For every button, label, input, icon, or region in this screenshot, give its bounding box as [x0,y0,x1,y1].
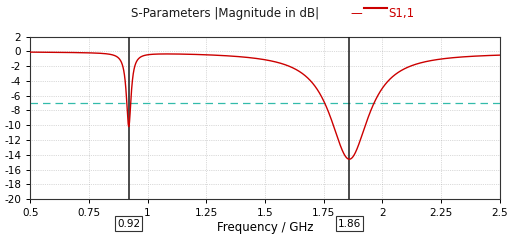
X-axis label: Frequency / GHz: Frequency / GHz [217,221,313,234]
Text: 1.86: 1.86 [338,218,361,228]
Text: —: — [350,7,361,20]
Text: S-Parameters |Magnitude in dB|: S-Parameters |Magnitude in dB| [131,7,319,20]
Text: S1,1: S1,1 [388,7,414,20]
Text: 0.92: 0.92 [117,218,140,228]
